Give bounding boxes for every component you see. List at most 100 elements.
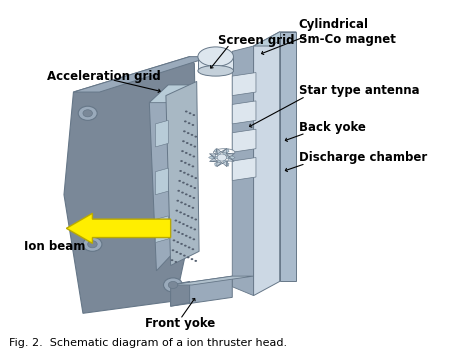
Polygon shape: [232, 158, 256, 181]
FancyArrow shape: [66, 213, 171, 244]
Polygon shape: [166, 81, 199, 266]
Circle shape: [191, 165, 194, 167]
Text: Ion beam: Ion beam: [24, 240, 85, 252]
Circle shape: [185, 152, 188, 154]
Polygon shape: [171, 276, 232, 306]
Text: Star type antenna: Star type antenna: [299, 84, 419, 97]
Circle shape: [175, 210, 178, 212]
FancyArrow shape: [220, 149, 229, 158]
Circle shape: [181, 233, 184, 235]
Polygon shape: [227, 158, 234, 167]
Circle shape: [186, 142, 189, 144]
FancyArrow shape: [222, 156, 235, 159]
Circle shape: [178, 180, 181, 182]
Circle shape: [181, 150, 184, 152]
FancyArrow shape: [215, 157, 223, 166]
FancyArrow shape: [220, 157, 229, 166]
FancyArrow shape: [215, 149, 223, 158]
Text: Cylindrical
Sm-Co magnet: Cylindrical Sm-Co magnet: [299, 18, 395, 46]
Circle shape: [177, 190, 180, 192]
Polygon shape: [232, 129, 256, 152]
Circle shape: [186, 225, 189, 227]
Polygon shape: [210, 154, 217, 161]
Circle shape: [194, 136, 197, 138]
Circle shape: [191, 175, 193, 177]
Circle shape: [191, 258, 193, 260]
Circle shape: [194, 260, 197, 262]
Circle shape: [183, 255, 186, 257]
Circle shape: [190, 185, 192, 187]
Ellipse shape: [198, 47, 233, 67]
Circle shape: [168, 281, 178, 289]
Circle shape: [190, 144, 192, 146]
Polygon shape: [217, 161, 227, 167]
Circle shape: [171, 259, 173, 261]
Circle shape: [185, 193, 188, 195]
Circle shape: [185, 110, 188, 113]
Polygon shape: [73, 57, 211, 92]
Circle shape: [188, 164, 191, 166]
Circle shape: [88, 241, 97, 248]
Circle shape: [183, 130, 186, 132]
Polygon shape: [149, 85, 190, 103]
Circle shape: [189, 195, 191, 197]
Polygon shape: [232, 101, 256, 124]
Circle shape: [185, 235, 188, 237]
Polygon shape: [198, 57, 233, 71]
Polygon shape: [227, 154, 234, 161]
Polygon shape: [171, 276, 254, 285]
Circle shape: [189, 236, 191, 239]
Circle shape: [187, 173, 190, 176]
Text: Back yoke: Back yoke: [299, 121, 365, 134]
Polygon shape: [280, 32, 296, 281]
Circle shape: [217, 154, 227, 161]
Polygon shape: [232, 46, 254, 296]
Text: Acceleration grid: Acceleration grid: [47, 70, 161, 82]
Circle shape: [83, 237, 102, 251]
Circle shape: [78, 106, 97, 120]
Polygon shape: [217, 148, 227, 154]
Circle shape: [188, 246, 191, 249]
Circle shape: [188, 205, 191, 207]
Circle shape: [191, 124, 194, 126]
Text: Screen grid: Screen grid: [218, 34, 294, 47]
Circle shape: [189, 154, 191, 156]
Circle shape: [174, 219, 177, 222]
Circle shape: [186, 183, 189, 185]
Circle shape: [189, 112, 191, 114]
Circle shape: [193, 187, 196, 189]
Circle shape: [192, 238, 195, 240]
Circle shape: [180, 201, 183, 204]
Circle shape: [173, 239, 175, 241]
Circle shape: [190, 227, 192, 229]
Circle shape: [183, 213, 186, 215]
Circle shape: [178, 221, 181, 223]
Circle shape: [188, 122, 191, 124]
Polygon shape: [155, 120, 168, 147]
Circle shape: [182, 182, 185, 184]
Polygon shape: [222, 148, 234, 154]
Polygon shape: [254, 32, 296, 46]
Circle shape: [175, 251, 178, 253]
Circle shape: [191, 134, 193, 136]
Circle shape: [172, 249, 174, 251]
Circle shape: [179, 211, 182, 213]
Circle shape: [183, 172, 186, 174]
Circle shape: [187, 215, 190, 217]
Circle shape: [194, 218, 197, 221]
Circle shape: [191, 248, 194, 250]
Circle shape: [182, 140, 185, 142]
Circle shape: [184, 245, 187, 247]
Circle shape: [187, 256, 190, 258]
Circle shape: [179, 170, 182, 172]
Polygon shape: [171, 281, 190, 306]
Circle shape: [179, 253, 182, 255]
Circle shape: [194, 177, 197, 179]
Circle shape: [192, 197, 195, 199]
Circle shape: [184, 162, 187, 164]
Polygon shape: [155, 216, 168, 242]
Text: Front yoke: Front yoke: [145, 318, 215, 330]
Circle shape: [182, 223, 185, 225]
Ellipse shape: [213, 149, 235, 156]
Circle shape: [191, 217, 193, 219]
